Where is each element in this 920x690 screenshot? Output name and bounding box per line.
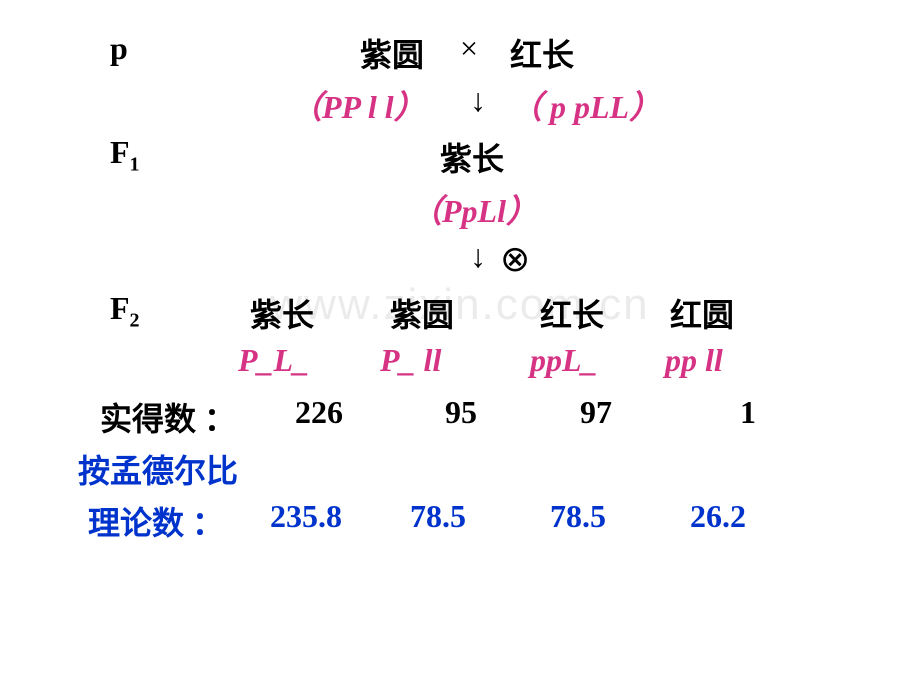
- theory-3: 78.5: [550, 498, 606, 535]
- parent-genotype-row: （PP l l） ↓ （ p pLL）: [0, 82, 920, 134]
- parent-row: p 紫圆 × 红长: [0, 30, 920, 82]
- self-cross-row: ↓ ⊗: [0, 238, 920, 290]
- genetics-cross-diagram: p 紫圆 × 红长 （PP l l） ↓ （ p pLL） F1 紫长 （PpL…: [0, 0, 920, 550]
- f2-geno-2: P_ ll: [380, 342, 441, 379]
- p-label: p: [110, 30, 128, 67]
- f2-geno-1: P_L_: [238, 342, 309, 379]
- parent-right-geno: （ p pLL）: [510, 82, 661, 128]
- theory-label: 理论数 ：: [88, 498, 224, 544]
- parent-right-pheno: 红长: [510, 30, 574, 76]
- f1-label: F1: [110, 134, 140, 176]
- actual-2: 95: [445, 394, 477, 431]
- arrow-down-1: ↓: [470, 82, 486, 119]
- f1-letter: F: [110, 134, 130, 170]
- f1-row: F1 紫长: [0, 134, 920, 186]
- theory-2: 78.5: [410, 498, 466, 535]
- f1-geno: （PpLl）: [410, 186, 538, 232]
- f2-pheno-3: 红长: [540, 290, 604, 336]
- arrow-down-2: ↓: [470, 238, 486, 275]
- f1-sub: 1: [130, 153, 140, 175]
- actual-row: 实得数 ： 226 95 97 1: [0, 394, 920, 446]
- mendel-row: 按孟德尔比: [0, 446, 920, 498]
- actual-3: 97: [580, 394, 612, 431]
- f2-geno-4: pp ll: [665, 342, 723, 379]
- f2-label: F2: [110, 290, 140, 332]
- actual-1: 226: [295, 394, 343, 431]
- mendel-label: 按孟德尔比: [78, 446, 238, 492]
- self-cross-symbol: ⊗: [500, 238, 530, 280]
- f2-pheno-2: 紫圆: [390, 290, 454, 336]
- f1-genotype-row: （PpLl）: [0, 186, 920, 238]
- f2-pheno-row: F2 紫长 紫圆 红长 红圆: [0, 290, 920, 342]
- theory-row: 理论数 ： 235.8 78.5 78.5 26.2: [0, 498, 920, 550]
- f2-sub: 2: [130, 309, 140, 331]
- parent-left-geno: （PP l l）: [290, 82, 426, 128]
- f2-pheno-1: 紫长: [250, 290, 314, 336]
- f2-geno-3: ppL_: [530, 342, 598, 379]
- cross-symbol: ×: [460, 30, 478, 67]
- actual-label: 实得数 ：: [100, 394, 236, 440]
- actual-4: 1: [740, 394, 756, 431]
- f2-geno-row: P_L_ P_ ll ppL_ pp ll: [0, 342, 920, 394]
- f2-letter: F: [110, 290, 130, 326]
- f1-pheno: 紫长: [440, 134, 504, 180]
- theory-4: 26.2: [690, 498, 746, 535]
- parent-left-pheno: 紫圆: [360, 30, 424, 76]
- theory-1: 235.8: [270, 498, 342, 535]
- f2-pheno-4: 红圆: [670, 290, 734, 336]
